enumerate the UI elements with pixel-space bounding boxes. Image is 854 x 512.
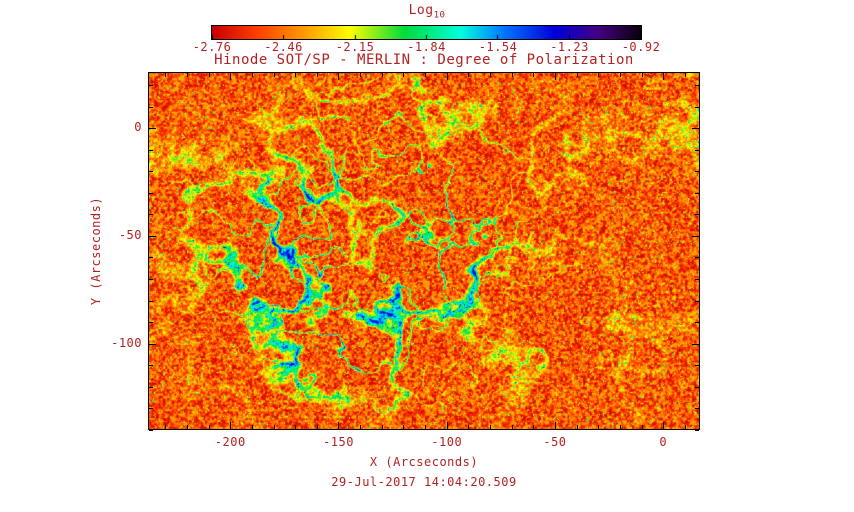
colorbar-gradient bbox=[211, 25, 642, 40]
x-tick-label: -150 bbox=[323, 435, 354, 449]
y-tick-label: -50 bbox=[118, 227, 142, 242]
colorbar-tick-label: -1.23 bbox=[550, 40, 589, 54]
x-tick-label: -50 bbox=[543, 435, 567, 449]
y-tick-label: 0 bbox=[134, 120, 142, 135]
heatmap-image bbox=[148, 72, 700, 430]
x-axis-label: X (Arcseconds) bbox=[369, 455, 479, 469]
x-tick-label: 0 bbox=[659, 435, 668, 449]
y-tick-label: -100 bbox=[111, 335, 142, 350]
colorbar-tick-label: -2.76 bbox=[192, 40, 232, 54]
colorbar-title: Log10 bbox=[0, 3, 854, 21]
x-tick-label: -200 bbox=[214, 435, 246, 449]
colorbar-tick-label: -2.15 bbox=[335, 40, 375, 54]
colorbar-tick-label: -0.92 bbox=[621, 40, 661, 54]
colorbar-title-text: Log bbox=[408, 3, 434, 18]
colorbar-tick-label: -1.54 bbox=[478, 40, 518, 54]
timestamp: 29-Jul-2017 14:04:20.509 bbox=[331, 475, 517, 489]
x-tick-label: -100 bbox=[431, 435, 463, 449]
colorbar-title-subscript: 10 bbox=[433, 10, 446, 21]
y-axis-label: Y (Arcseconds) bbox=[89, 196, 103, 306]
chart-title: Hinode SOT/SP - MERLIN : Degree of Polar… bbox=[214, 52, 634, 68]
colorbar-tick-label: -2.46 bbox=[264, 40, 303, 54]
colorbar-tick-label: -1.84 bbox=[407, 40, 446, 54]
